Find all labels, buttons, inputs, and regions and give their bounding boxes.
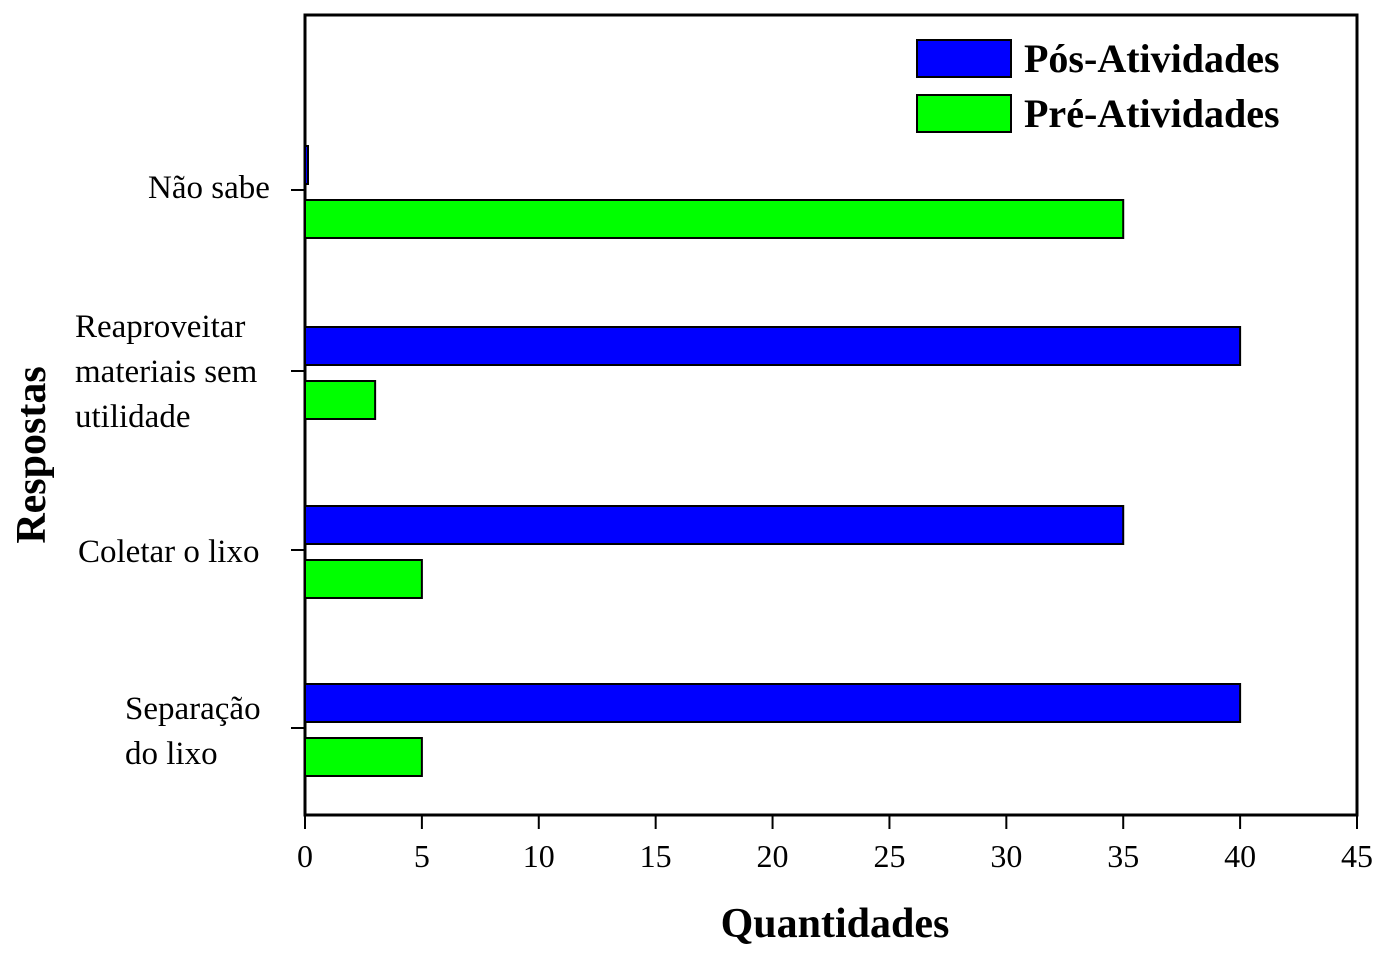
x-tick-label-1: 5 bbox=[414, 838, 430, 874]
bar-pre-0 bbox=[304, 199, 1125, 239]
bar-pos-0 bbox=[304, 145, 309, 185]
bar-pre-1 bbox=[304, 380, 377, 420]
legend-swatch-0 bbox=[916, 39, 1012, 78]
bar-pos-2 bbox=[304, 505, 1125, 545]
y-axis-ticks bbox=[291, 189, 305, 729]
legend-label-1: Pré-Atividades bbox=[1024, 91, 1280, 136]
bar-pos-1 bbox=[304, 326, 1242, 366]
x-tick-label-6: 30 bbox=[990, 838, 1022, 874]
bar-pre-2 bbox=[304, 559, 423, 599]
x-tick-label-2: 10 bbox=[523, 838, 555, 874]
category-label-3: Separação do lixo bbox=[125, 691, 261, 772]
legend: Pós-Atividades Pré-Atividades bbox=[916, 36, 1280, 136]
x-tick-label-5: 25 bbox=[873, 838, 905, 874]
category-label-0: Não sabe bbox=[148, 170, 270, 206]
x-axis-label: Quantidades bbox=[720, 901, 950, 947]
bar-pos-3 bbox=[304, 683, 1242, 723]
category-label-1: Reaproveitar materiais sem utilidade bbox=[75, 309, 258, 435]
x-tick-label-4: 20 bbox=[757, 838, 789, 874]
x-tick-label-0: 0 bbox=[297, 838, 313, 874]
y-axis-label: Respostas bbox=[9, 366, 55, 544]
legend-label-0: Pós-Atividades bbox=[1024, 36, 1280, 81]
bar-pre-3 bbox=[304, 737, 423, 777]
bars-group bbox=[304, 145, 1242, 777]
x-tick-label-7: 35 bbox=[1107, 838, 1139, 874]
x-tick-label-9: 45 bbox=[1341, 838, 1373, 874]
category-label-2: Coletar o lixo bbox=[78, 534, 260, 570]
x-tick-label-3: 15 bbox=[640, 838, 672, 874]
legend-swatch-1 bbox=[916, 94, 1012, 133]
x-axis-ticks: 0 5 10 15 20 25 30 35 40 45 bbox=[297, 815, 1373, 874]
x-tick-label-8: 40 bbox=[1224, 838, 1256, 874]
